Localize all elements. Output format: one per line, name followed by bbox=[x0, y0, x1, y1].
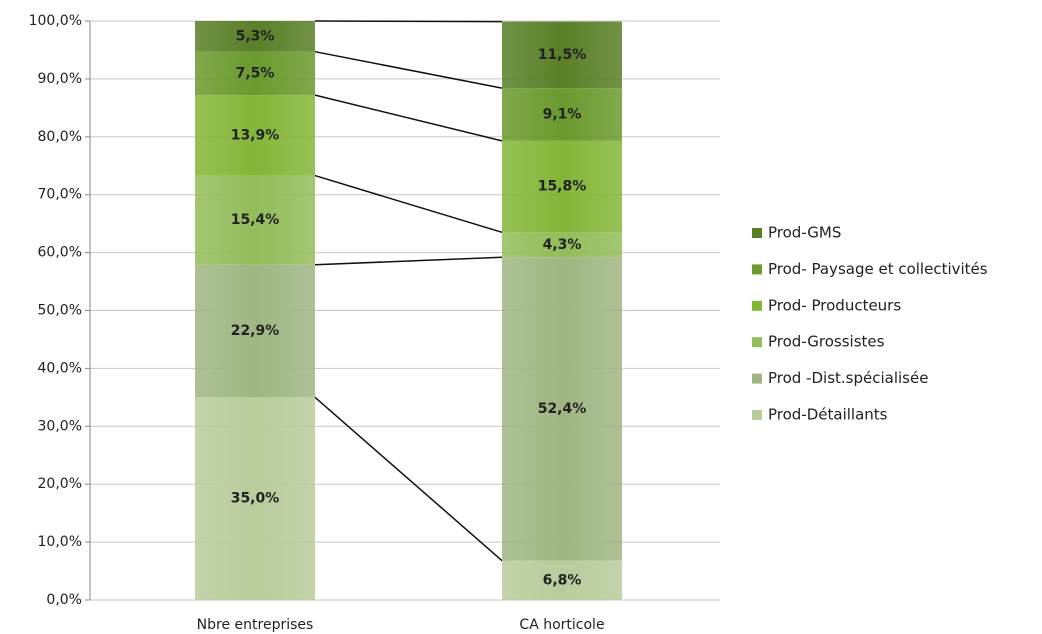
value-label: 22,9% bbox=[231, 323, 280, 339]
x-tick-label: Nbre entreprises bbox=[197, 617, 314, 633]
series-line bbox=[314, 20, 503, 23]
value-label: 15,4% bbox=[231, 212, 280, 228]
y-tick-label: 80,0% bbox=[38, 129, 82, 145]
value-label: 7,5% bbox=[236, 65, 275, 81]
bar-segment bbox=[195, 21, 315, 52]
y-tick-label: 20,0% bbox=[38, 476, 82, 492]
bar-segment bbox=[502, 232, 622, 258]
y-tick-label: 50,0% bbox=[38, 303, 82, 319]
series-line bbox=[314, 396, 503, 562]
legend-label: Prod- Paysage et collectivités bbox=[768, 260, 988, 278]
value-label: 13,9% bbox=[231, 127, 280, 143]
series-line bbox=[314, 256, 503, 266]
bar-segment bbox=[195, 95, 315, 176]
bar-segment bbox=[195, 51, 315, 96]
legend-swatch bbox=[752, 264, 762, 275]
y-tick-label: 0,0% bbox=[46, 592, 82, 608]
bar-segment bbox=[195, 175, 315, 265]
y-tick-label: 90,0% bbox=[38, 71, 82, 87]
bar-segment bbox=[502, 560, 622, 600]
y-tick-label: 10,0% bbox=[38, 534, 82, 550]
value-label: 5,3% bbox=[236, 28, 275, 44]
legend-swatch bbox=[752, 337, 762, 348]
legend-label: Prod- Producteurs bbox=[768, 296, 901, 314]
y-tick-label: 30,0% bbox=[38, 418, 82, 434]
value-label: 15,8% bbox=[538, 179, 587, 195]
series-line bbox=[314, 50, 503, 89]
legend-label: Prod-Grossistes bbox=[768, 333, 885, 351]
series-line bbox=[314, 174, 503, 234]
y-tick-label: 70,0% bbox=[38, 187, 82, 203]
legend-swatch bbox=[752, 410, 762, 420]
value-label: 11,5% bbox=[538, 47, 587, 63]
x-tick-label: CA horticole bbox=[519, 617, 604, 633]
bar-segment bbox=[502, 21, 622, 89]
bar-segment bbox=[502, 257, 622, 561]
legend-label: Prod-GMS bbox=[768, 224, 841, 242]
legend-swatch bbox=[752, 228, 762, 238]
legend-swatch bbox=[752, 373, 762, 384]
value-label: 6,8% bbox=[543, 572, 582, 588]
legend-label: Prod -Dist.spécialisée bbox=[768, 369, 928, 387]
value-label: 4,3% bbox=[543, 237, 582, 253]
bar-segment bbox=[195, 397, 315, 600]
y-tick-label: 40,0% bbox=[38, 360, 82, 376]
y-tick-label: 60,0% bbox=[38, 245, 82, 261]
bar-segment bbox=[502, 140, 622, 233]
y-tick-label: 100,0% bbox=[29, 13, 82, 29]
series-line bbox=[314, 94, 503, 142]
legend-label: Prod-Détaillants bbox=[768, 406, 888, 424]
value-label: 9,1% bbox=[543, 107, 582, 123]
bar-segment bbox=[195, 264, 315, 398]
legend-swatch bbox=[752, 300, 762, 311]
value-label: 52,4% bbox=[538, 401, 587, 417]
bar-segment bbox=[502, 88, 622, 141]
value-label: 35,0% bbox=[231, 491, 280, 507]
